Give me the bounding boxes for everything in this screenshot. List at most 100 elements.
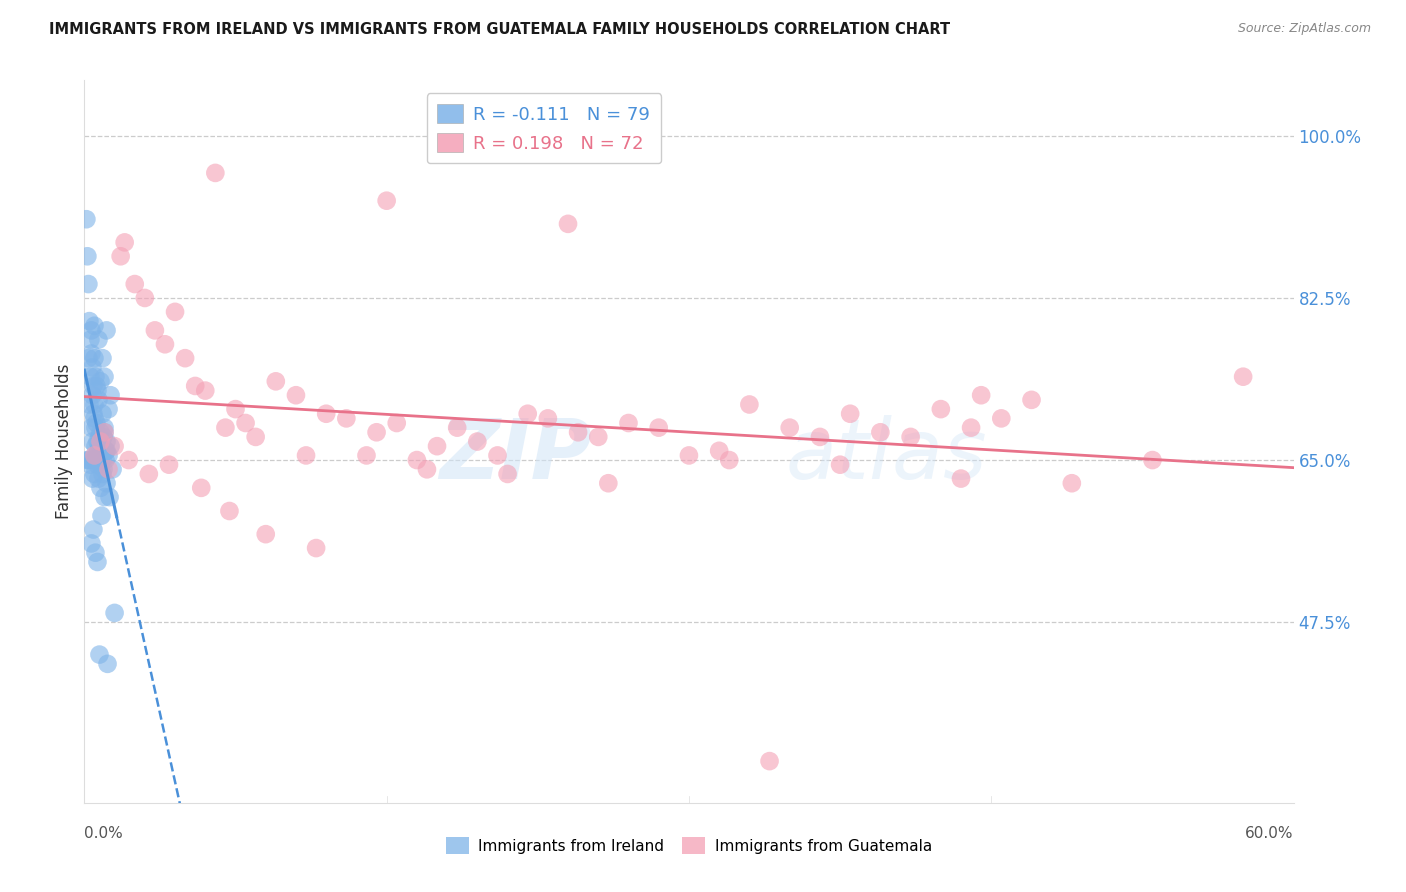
Point <box>295 449 318 463</box>
Point <box>758 754 780 768</box>
Point <box>89 434 111 449</box>
Point <box>598 476 620 491</box>
Point <box>80 536 103 550</box>
Point <box>89 375 111 389</box>
Point <box>98 490 121 504</box>
Point <box>1060 476 1083 491</box>
Point <box>285 388 308 402</box>
Point <box>79 458 101 472</box>
Point <box>134 291 156 305</box>
Point <box>588 430 610 444</box>
Point <box>929 402 952 417</box>
Point <box>100 439 122 453</box>
Point <box>225 402 247 417</box>
Point <box>138 467 160 481</box>
Point <box>77 453 100 467</box>
Point <box>83 351 105 366</box>
Point <box>82 453 104 467</box>
Point <box>184 379 207 393</box>
Point <box>648 420 671 434</box>
Point <box>76 249 98 263</box>
Point <box>516 407 538 421</box>
Point <box>96 476 118 491</box>
Point <box>486 449 509 463</box>
Point <box>89 439 111 453</box>
Point <box>87 472 110 486</box>
Point <box>97 449 120 463</box>
Text: 0.0%: 0.0% <box>84 826 124 841</box>
Point <box>79 453 101 467</box>
Text: IMMIGRANTS FROM IRELAND VS IMMIGRANTS FROM GUATEMALA FAMILY HOUSEHOLDS CORRELATI: IMMIGRANTS FROM IRELAND VS IMMIGRANTS FR… <box>49 22 950 37</box>
Point <box>839 407 862 421</box>
Point <box>86 416 108 430</box>
Point <box>96 323 118 337</box>
Point <box>94 443 117 458</box>
Y-axis label: Family Households: Family Households <box>55 364 73 519</box>
Point <box>1021 392 1043 407</box>
Point <box>218 504 240 518</box>
Point <box>467 434 489 449</box>
Point <box>96 434 118 449</box>
Point <box>93 462 115 476</box>
Point <box>77 277 100 291</box>
Point <box>90 449 112 463</box>
Point <box>90 449 112 463</box>
Point <box>496 467 519 481</box>
Point <box>174 351 197 366</box>
Point <box>82 360 104 375</box>
Text: 60.0%: 60.0% <box>1246 826 1294 841</box>
Point <box>678 449 700 463</box>
Point <box>118 453 141 467</box>
Point <box>100 388 122 402</box>
Point <box>235 416 257 430</box>
Point <box>93 420 115 434</box>
Point <box>94 453 117 467</box>
Point <box>356 449 378 463</box>
Point <box>83 397 105 411</box>
Point <box>82 407 104 421</box>
Point <box>82 472 104 486</box>
Point <box>89 458 111 472</box>
Point <box>83 318 105 333</box>
Point <box>82 523 104 537</box>
Point <box>990 411 1012 425</box>
Point <box>104 606 127 620</box>
Point <box>82 388 104 402</box>
Point <box>83 467 105 481</box>
Point <box>426 439 449 453</box>
Point <box>110 249 132 263</box>
Point <box>567 425 589 440</box>
Point <box>83 449 105 463</box>
Point <box>86 384 108 398</box>
Point <box>1232 369 1254 384</box>
Point <box>114 235 136 250</box>
Point <box>93 430 115 444</box>
Point <box>79 397 101 411</box>
Point <box>104 439 127 453</box>
Point <box>157 458 180 472</box>
Point <box>93 425 115 440</box>
Point <box>950 472 973 486</box>
Point <box>86 453 108 467</box>
Point <box>80 346 103 360</box>
Point <box>93 369 115 384</box>
Point <box>101 462 124 476</box>
Point <box>366 425 388 440</box>
Point <box>446 420 468 434</box>
Point <box>214 420 236 434</box>
Point <box>84 546 107 560</box>
Legend: Immigrants from Ireland, Immigrants from Guatemala: Immigrants from Ireland, Immigrants from… <box>440 831 938 860</box>
Point <box>86 458 108 472</box>
Point <box>86 379 108 393</box>
Point <box>738 397 761 411</box>
Point <box>89 430 111 444</box>
Point <box>80 323 103 337</box>
Point <box>254 527 277 541</box>
Point <box>245 430 267 444</box>
Point <box>86 555 108 569</box>
Point <box>91 407 114 421</box>
Point <box>264 375 287 389</box>
Point <box>315 407 337 421</box>
Point <box>79 369 101 384</box>
Point <box>204 166 226 180</box>
